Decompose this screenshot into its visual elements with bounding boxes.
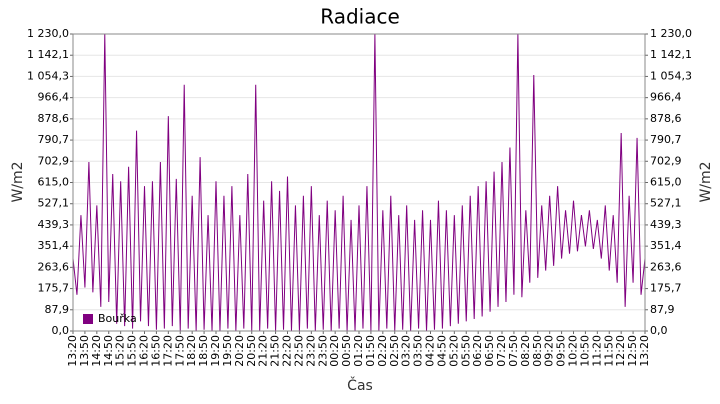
y-tick-label: 790,7: [38, 133, 70, 146]
y2-tick-label: 1 142,1: [650, 48, 692, 61]
x-tick-label: 13:20: [66, 335, 79, 367]
x-tick-label: 11:20: [590, 335, 603, 367]
y-tick-label: 87,9: [45, 303, 70, 316]
x-tick-label: 01:50: [364, 335, 377, 367]
x-tick-label: 03:50: [412, 335, 425, 367]
x-tick-label: 06:20: [471, 335, 484, 367]
x-tick-label: 16:50: [149, 335, 162, 367]
y2-tick-label: 878,6: [650, 112, 682, 125]
x-tick-label: 19:50: [221, 335, 234, 367]
x-tick-label: 19:20: [209, 335, 222, 367]
x-axis-label: Čas: [347, 376, 373, 394]
x-tick-label: 23:20: [304, 335, 317, 367]
y2-tick-label: 175,7: [650, 282, 682, 295]
y2-tick-label: 439,3: [650, 218, 682, 231]
y-tick-label: 966,4: [38, 91, 70, 104]
y-tick-label: 1 142,1: [27, 48, 69, 61]
x-tick-label: 09:20: [543, 335, 556, 367]
y2-tick-label: 1 230,0: [650, 27, 692, 40]
x-tick-label: 09:50: [555, 335, 568, 367]
x-tick-label: 13:20: [638, 335, 651, 367]
x-tick-label: 04:20: [424, 335, 437, 367]
x-tick-label: 12:50: [626, 335, 639, 367]
y-tick-label: 0,0: [52, 324, 70, 337]
plot-border: [72, 33, 646, 332]
y-tick-label: 615,0: [38, 176, 70, 189]
x-tick-label: 03:20: [400, 335, 413, 367]
y-tick-label: 878,6: [38, 112, 70, 125]
legend-label: Bouřka: [98, 312, 137, 325]
x-tick-label: 17:50: [173, 335, 186, 367]
x-tick-label: 10:20: [567, 335, 580, 367]
x-tick-label: 12:20: [614, 335, 627, 367]
data-line: [72, 33, 646, 332]
x-tick-label: 21:20: [257, 335, 270, 367]
x-tick-label: 08:20: [519, 335, 532, 367]
y-tick-label: 263,6: [38, 260, 70, 273]
y2-tick-label: 263,6: [650, 260, 682, 273]
y-tick-label: 702,9: [38, 154, 70, 167]
x-tick-label: 15:20: [114, 335, 127, 367]
y2-tick-label: 966,4: [650, 91, 682, 104]
x-tick-label: 22:20: [281, 335, 294, 367]
x-tick-label: 17:20: [161, 335, 174, 367]
y-tick-label: 175,7: [38, 282, 70, 295]
y2-tick-label: 0,0: [650, 324, 668, 337]
x-tick-label: 08:50: [531, 335, 544, 367]
y2-tick-label: 527,1: [650, 197, 682, 210]
y2-tick-label: 1 054,3: [650, 69, 692, 82]
x-tick-label: 23:50: [316, 335, 329, 367]
x-tick-label: 01:20: [352, 335, 365, 367]
x-tick-label: 05:20: [447, 335, 460, 367]
x-tick-label: 14:20: [90, 335, 103, 367]
y-axis-label: W/m2: [10, 161, 26, 202]
y-tick-label: 527,1: [38, 197, 70, 210]
x-tick-label: 16:20: [138, 335, 151, 367]
x-tick-label: 04:50: [435, 335, 448, 367]
y-tick-label: 351,4: [38, 239, 70, 252]
x-tick-label: 07:20: [495, 335, 508, 367]
y2-tick-label: 351,4: [650, 239, 682, 252]
y2-tick-label: 790,7: [650, 133, 682, 146]
x-tick-label: 02:20: [376, 335, 389, 367]
chart-title: Radiace: [320, 5, 400, 29]
x-tick-label: 02:50: [388, 335, 401, 367]
x-tick-label: 20:20: [233, 335, 246, 367]
y-tick-label: 439,3: [38, 218, 70, 231]
y-tick-label: 1 054,3: [27, 69, 69, 82]
y2-tick-label: 702,9: [650, 154, 682, 167]
x-tick-label: 11:50: [602, 335, 615, 367]
y-tick-label: 1 230,0: [27, 27, 69, 40]
y2-axis-label: W/m2: [698, 161, 714, 202]
y2-tick-label: 615,0: [650, 176, 682, 189]
x-tick-label: 20:50: [245, 335, 258, 367]
x-tick-label: 13:50: [78, 335, 91, 367]
x-tick-label: 21:50: [269, 335, 282, 367]
x-tick-label: 18:50: [197, 335, 210, 367]
x-tick-label: 05:50: [459, 335, 472, 367]
legend-swatch: [83, 314, 93, 324]
x-tick-label: 10:50: [578, 335, 591, 367]
x-tick-label: 22:50: [292, 335, 305, 367]
x-tick-label: 14:50: [102, 335, 115, 367]
x-tick-label: 15:50: [126, 335, 139, 367]
x-tick-label: 00:50: [340, 335, 353, 367]
x-tick-label: 06:50: [483, 335, 496, 367]
y2-tick-label: 87,9: [650, 303, 675, 316]
x-tick-label: 07:50: [507, 335, 520, 367]
x-tick-label: 18:20: [185, 335, 198, 367]
x-tick-label: 00:20: [328, 335, 341, 367]
